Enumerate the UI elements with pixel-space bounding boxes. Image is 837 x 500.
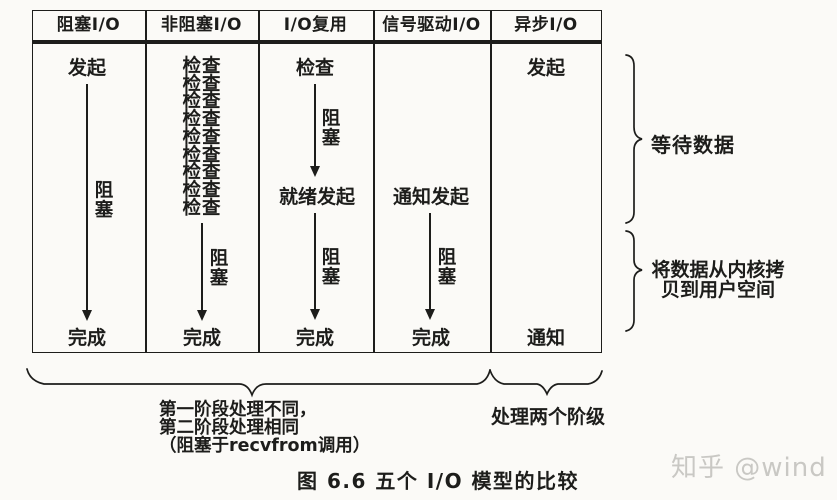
figure-caption: 图 6.6 五个 I/O 模型的比较 xyxy=(297,469,580,493)
header-io-multiplexing: I/O复用 xyxy=(283,15,348,35)
two-phases-annotation: 处理两个阶级 xyxy=(490,406,605,428)
col5-initiate-label: 发起 xyxy=(526,57,565,79)
col4-block-label: 阻塞 xyxy=(435,247,456,286)
phase-difference-annotation: 第一阶段处理不同， 第二阶段处理相同 （阻塞于recvfrom调用） xyxy=(159,401,370,456)
copy-data-line1: 将数据从内核拷 xyxy=(651,259,785,281)
col2-check-list: 检查 检查 检查 检查 检查 检查 检查 检查 检查 xyxy=(164,56,240,219)
col2-complete-label: 完成 xyxy=(182,327,221,349)
col2-check-7: 检查 xyxy=(182,162,222,184)
phase-difference-line2: 第二阶段处理相同 xyxy=(159,418,299,439)
col1-initiate-label: 发起 xyxy=(67,57,106,79)
copy-phase-brace xyxy=(625,230,643,332)
col2-block-label: 阻塞 xyxy=(207,248,228,287)
phase-difference-line1: 第一阶段处理不同， xyxy=(159,400,317,420)
header-separator-line xyxy=(33,40,601,44)
header-async-io: 异步I/O xyxy=(514,15,578,35)
col1-down-arrow-icon xyxy=(82,84,92,321)
header-signal-driven-io: 信号驱动I/O xyxy=(382,15,481,35)
phase-difference-line3: （阻塞于recvfrom调用） xyxy=(159,436,371,457)
column-divider-3 xyxy=(373,11,375,352)
col2-check-6: 检查 xyxy=(182,144,222,166)
header-nonblocking-io: 非阻塞I/O xyxy=(161,15,242,35)
wait-phase-brace xyxy=(625,54,643,224)
col3-block-label-1: 阻塞 xyxy=(319,108,340,147)
col2-check-9: 检查 xyxy=(182,197,222,219)
col3-ready-initiate-label: 就绪发起 xyxy=(278,186,355,208)
col2-check-2: 检查 xyxy=(182,73,222,95)
col5-notify-label: 通知 xyxy=(526,327,565,349)
col3-down-arrow-icon-1 xyxy=(310,84,320,177)
wait-data-annotation: 等待数据 xyxy=(651,133,735,157)
copy-data-line2: 贝到用户空间 xyxy=(660,278,775,301)
col2-check-3: 检查 xyxy=(182,91,222,113)
col4-complete-label: 完成 xyxy=(411,327,450,349)
col3-complete-label: 完成 xyxy=(295,327,334,349)
column-divider-1 xyxy=(145,11,147,352)
col2-check-4: 检查 xyxy=(182,109,222,131)
copy-data-annotation: 将数据从内核拷 贝到用户空间 xyxy=(643,259,793,301)
comparison-table-frame xyxy=(32,10,602,353)
col2-check-5: 检查 xyxy=(182,126,222,148)
col3-block-label-2: 阻塞 xyxy=(319,247,340,286)
col1-complete-label: 完成 xyxy=(67,327,106,349)
col3-check-label: 检查 xyxy=(295,57,334,79)
zhihu-watermark: 知乎 @wind xyxy=(671,453,827,483)
column-divider-2 xyxy=(258,11,260,352)
col4-down-arrow-icon xyxy=(425,213,435,320)
col2-down-arrow-icon xyxy=(197,223,207,321)
async-model-brace xyxy=(489,369,603,397)
col2-check-1: 检查 xyxy=(182,56,222,77)
col4-notify-initiate-label: 通知发起 xyxy=(392,186,469,208)
col3-down-arrow-icon-2 xyxy=(310,213,320,320)
first-four-models-brace xyxy=(26,368,491,398)
col1-block-label: 阻塞 xyxy=(92,180,113,219)
col2-check-8: 检查 xyxy=(182,179,222,201)
column-divider-4 xyxy=(490,11,492,352)
header-blocking-io: 阻塞I/O xyxy=(56,15,121,35)
